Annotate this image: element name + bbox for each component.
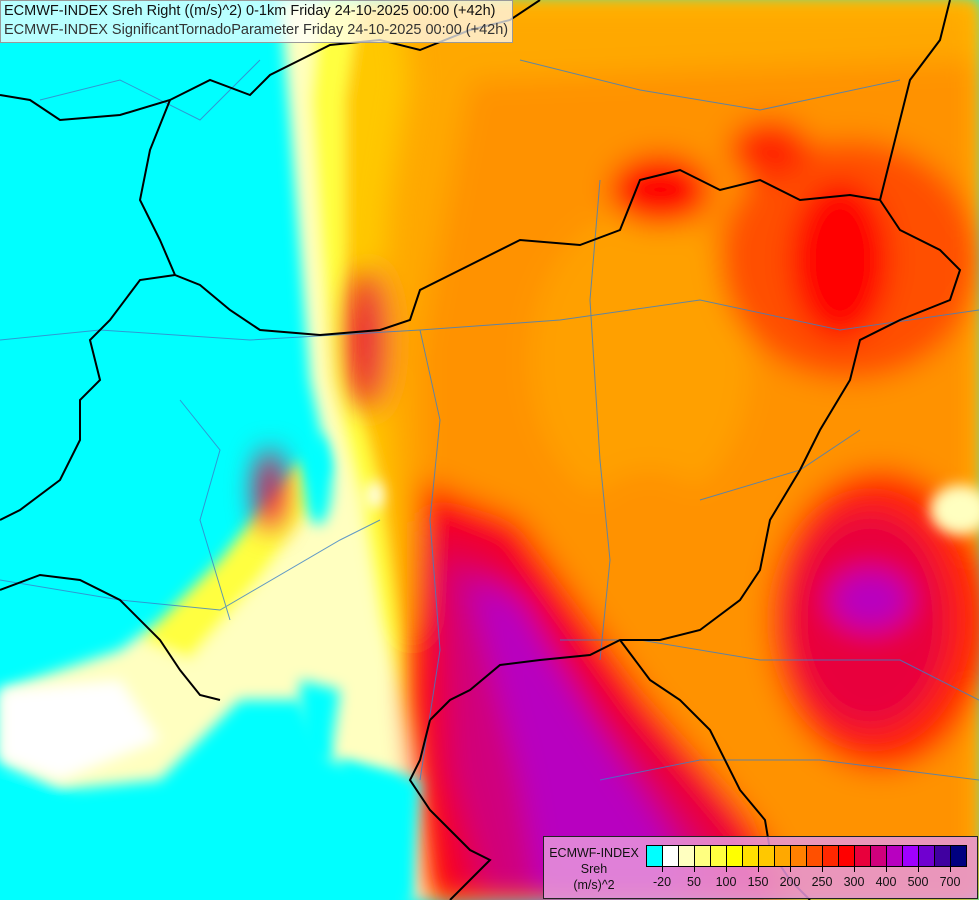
legend-tick-label: 150 — [747, 875, 769, 889]
legend-swatch — [663, 846, 679, 866]
legend-tick-label: 700 — [939, 875, 961, 889]
legend-swatch — [839, 846, 855, 866]
legend-tick — [854, 867, 855, 872]
legend-tick — [726, 867, 727, 872]
legend-swatch — [711, 846, 727, 866]
legend-swatch — [775, 846, 791, 866]
legend-color-bar — [646, 845, 967, 867]
legend-swatch — [855, 846, 871, 866]
legend-title: ECMWF-INDEX — [549, 846, 639, 860]
legend-tick — [950, 867, 951, 872]
legend-tick-label: -20 — [652, 875, 672, 889]
legend-label: ECMWF-INDEX Sreh (m/s)^2 — [548, 845, 640, 893]
legend-tick — [790, 867, 791, 872]
legend-swatch — [743, 846, 759, 866]
legend-swatch — [727, 846, 743, 866]
legend-tick-label: 500 — [907, 875, 929, 889]
title-line-sreh: ECMWF-INDEX Sreh Right ((m/s)^2) 0-1km F… — [4, 3, 496, 19]
legend-variable: Sreh — [580, 862, 608, 876]
legend-tick — [918, 867, 919, 872]
legend-swatch — [695, 846, 711, 866]
legend-swatch — [647, 846, 663, 866]
legend-swatch — [887, 846, 903, 866]
legend-swatch — [807, 846, 823, 866]
legend-unit: (m/s)^2 — [573, 878, 615, 892]
legend-swatch — [791, 846, 807, 866]
legend-swatch — [823, 846, 839, 866]
legend-swatch — [951, 846, 966, 866]
legend-swatch — [759, 846, 775, 866]
color-legend: ECMWF-INDEX Sreh (m/s)^2 -20 50 100 150 200 2… — [543, 836, 978, 899]
legend-tick-label: 200 — [779, 875, 801, 889]
rivers — [0, 59, 979, 781]
map-title-box: ECMWF-INDEX Sreh Right ((m/s)^2) 0-1km F… — [0, 0, 514, 43]
legend-ticks: -20 50 100 150 200 250 300 400 500 700 — [646, 867, 967, 895]
legend-swatch — [935, 846, 951, 866]
legend-tick — [662, 867, 663, 872]
legend-tick-label: 50 — [687, 875, 701, 889]
legend-swatch — [871, 846, 887, 866]
legend-swatch — [679, 846, 695, 866]
legend-tick — [694, 867, 695, 872]
legend-swatch — [903, 846, 919, 866]
legend-swatch — [919, 846, 935, 866]
title-line-stp: ECMWF-INDEX SignificantTornadoParameter … — [4, 22, 509, 38]
legend-tick-label: 400 — [875, 875, 897, 889]
legend-tick — [758, 867, 759, 872]
legend-tick-label: 100 — [715, 875, 737, 889]
legend-tick-label: 250 — [811, 875, 833, 889]
legend-tick-label: 300 — [843, 875, 865, 889]
legend-tick — [886, 867, 887, 872]
legend-tick — [822, 867, 823, 872]
